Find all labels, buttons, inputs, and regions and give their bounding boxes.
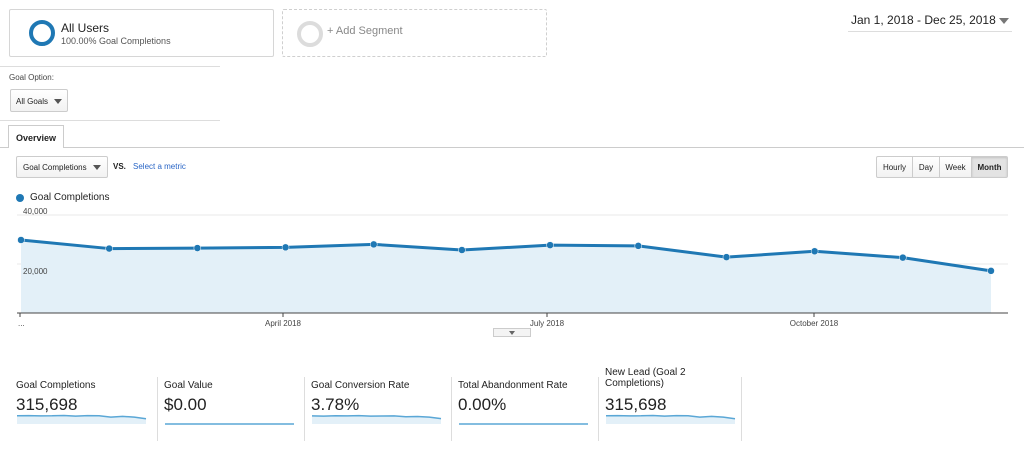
- vs-label: VS.: [113, 162, 126, 171]
- chevron-down-icon: [999, 18, 1009, 24]
- divider: [598, 377, 599, 441]
- sparkline-line: [311, 414, 442, 420]
- granularity-week-button[interactable]: Week: [939, 156, 972, 178]
- metric-select[interactable]: Goal Completions: [16, 156, 108, 178]
- x-tick-label: July 2018: [530, 319, 565, 328]
- legend-dot-icon: [16, 194, 24, 202]
- divider: [304, 377, 305, 441]
- segment-all-users[interactable]: All Users 100.00% Goal Completions: [9, 9, 274, 57]
- data-point: [193, 244, 202, 252]
- data-point: [17, 236, 25, 244]
- sparkline-line: [605, 414, 736, 420]
- series-line: [20, 238, 992, 273]
- scorecard-new-lead[interactable]: New Lead (Goal 2 Completions) 315,698: [598, 365, 740, 441]
- sparkline-line: [16, 414, 147, 420]
- scorecard-sparkline: [16, 414, 147, 424]
- segment-subtitle: 100.00% Goal Completions: [61, 36, 171, 46]
- legend-label: Goal Completions: [30, 192, 110, 203]
- x-tick-label: ...: [18, 319, 25, 328]
- scorecard-sparkline: [311, 414, 442, 424]
- granularity-month-button[interactable]: Month: [971, 156, 1008, 178]
- goal-option-select[interactable]: All Goals: [10, 89, 68, 112]
- x-tick-label: October 2018: [790, 319, 839, 328]
- data-point: [987, 267, 995, 275]
- data-point: [105, 244, 113, 253]
- scorecard-sparkline: [459, 423, 588, 425]
- scorecard-value: 3.78%: [311, 395, 360, 414]
- select-metric-link[interactable]: Select a metric: [133, 162, 186, 171]
- sparkline-area: [312, 415, 441, 424]
- scorecard-value: 315,698: [605, 395, 667, 414]
- divider: [741, 377, 742, 441]
- data-point: [281, 243, 290, 252]
- data-point: [634, 242, 643, 250]
- date-range-picker[interactable]: Jan 1, 2018 - Dec 25, 2018: [848, 10, 1012, 32]
- x-tick-label: April 2018: [265, 319, 302, 328]
- tab-overview[interactable]: Overview: [8, 125, 64, 148]
- scorecard-value: $0.00: [164, 395, 207, 414]
- series-area: [21, 239, 991, 313]
- add-segment-label: + Add Segment: [327, 25, 403, 37]
- scorecard-total-abandonment-rate[interactable]: Total Abandonment Rate 0.00%: [451, 365, 593, 441]
- y-tick-label: 20,000: [23, 267, 48, 276]
- chevron-down-icon: [509, 331, 515, 335]
- data-point: [546, 241, 554, 249]
- scorecard-label: Total Abandonment Rate: [458, 380, 568, 391]
- divider: [157, 377, 158, 441]
- date-range-label: Jan 1, 2018 - Dec 25, 2018: [851, 13, 996, 27]
- scorecard-sparkline: [605, 414, 736, 424]
- divider: [451, 377, 452, 441]
- scorecard-value: 315,698: [16, 395, 78, 414]
- y-tick-label: 40,000: [23, 207, 48, 216]
- goal-option-label: Goal Option:: [9, 73, 54, 82]
- scorecard-label: Goal Conversion Rate: [311, 380, 410, 391]
- scorecard-goal-conversion-rate[interactable]: Goal Conversion Rate 3.78%: [304, 365, 446, 441]
- granularity-hourly-button[interactable]: Hourly: [876, 156, 913, 178]
- scorecard-label: New Lead (Goal 2 Completions): [605, 367, 686, 389]
- add-segment-button[interactable]: + Add Segment: [282, 9, 547, 57]
- tab-bar-line: [0, 147, 1024, 148]
- goal-option-value: All Goals: [16, 97, 49, 106]
- data-point: [810, 247, 819, 256]
- segment-title: All Users: [61, 21, 110, 35]
- divider: [0, 66, 220, 67]
- scorecard-label: Goal Value: [164, 380, 213, 391]
- data-point: [369, 240, 378, 249]
- goal-completions-chart[interactable]: 40,000 20,000... April 2018 July 2018 Octobe…: [0, 205, 1024, 340]
- chevron-down-icon: [93, 165, 101, 170]
- chart-resize-handle[interactable]: [493, 328, 531, 337]
- chevron-down-icon: [54, 99, 62, 104]
- scorecard-sparkline: [165, 423, 294, 425]
- data-point: [458, 246, 466, 254]
- metric-select-value: Goal Completions: [23, 163, 87, 172]
- scorecard-goal-completions[interactable]: Goal Completions 315,698: [16, 365, 151, 441]
- scorecard-value: 0.00%: [458, 395, 507, 414]
- segment-donut-icon: [29, 20, 55, 46]
- empty-segment-icon: [297, 21, 323, 47]
- divider: [0, 120, 220, 121]
- scorecard-goal-value[interactable]: Goal Value $0.00: [157, 365, 299, 441]
- scorecard-label: Goal Completions: [16, 380, 96, 391]
- data-point: [722, 253, 731, 261]
- granularity-day-button[interactable]: Day: [912, 156, 940, 178]
- data-point: [899, 253, 907, 262]
